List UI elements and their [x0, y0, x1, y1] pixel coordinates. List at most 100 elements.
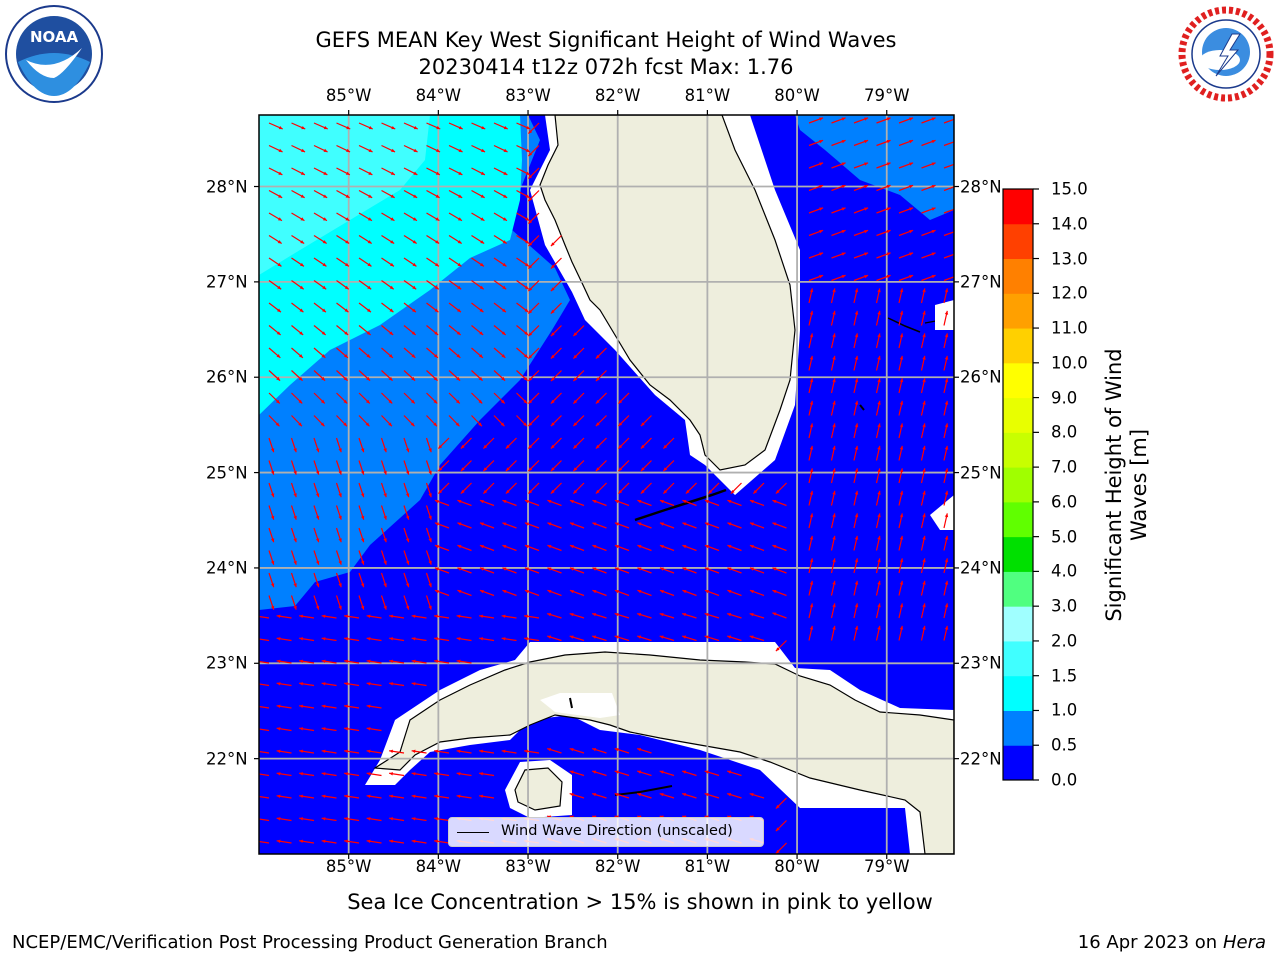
wind-arrow-head [299, 659, 303, 664]
wind-arrow-head [299, 682, 303, 686]
wind-arrow-head [411, 749, 416, 754]
wind-arrow-head [300, 217, 305, 221]
wind-arrow-head [365, 399, 370, 404]
wind-arrow-head [413, 194, 418, 198]
wind-arrow-head [383, 605, 387, 610]
wind-arrow-head [391, 125, 396, 130]
wind-arrow-head [854, 378, 859, 383]
wind-arrow-head [809, 378, 814, 383]
wind-arrow-head [502, 589, 507, 594]
wind-arrow-head [809, 580, 814, 585]
lon-label: 82°W [594, 86, 641, 105]
colorbar-segment [1003, 432, 1033, 468]
wind-arrow-head [832, 378, 836, 383]
wind-arrow-head [886, 274, 891, 279]
wind-arrow-head [809, 625, 814, 630]
wind-arrow-head [366, 839, 371, 844]
wind-arrow-head [886, 162, 891, 166]
wind-arrow-head [503, 171, 508, 175]
footer-date: 16 Apr 2023 on Hera [1078, 932, 1266, 953]
wind-arrow-head [503, 148, 508, 152]
lon-label: 80°W [774, 857, 820, 876]
wind-arrow-head [819, 252, 824, 256]
wind-arrow-head [841, 274, 846, 279]
wind-arrow-head [809, 333, 814, 338]
wind-arrow-head [367, 217, 372, 221]
wind-arrow-head [528, 309, 533, 314]
wind-arrow-head [413, 171, 418, 175]
wind-arrow-head [344, 262, 349, 267]
wind-arrow-head [389, 331, 394, 335]
wind-arrow-head [854, 603, 859, 608]
wind-arrow-head [663, 444, 668, 449]
wind-arrow-head [434, 285, 439, 290]
wind-arrow-head [775, 804, 780, 809]
wind-arrow-head [637, 499, 642, 504]
sea-ice-note: Sea Ice Concentration > 15% is shown in … [347, 890, 933, 914]
wind-arrow-head [320, 399, 325, 404]
colorbar-tick-label: 1.5 [1051, 666, 1078, 686]
wind-arrow-head [659, 499, 664, 504]
wind-arrow-head [749, 499, 754, 504]
wind-arrow-head [502, 567, 507, 571]
wind-arrow-head [321, 331, 326, 335]
wind-arrow-head [460, 489, 465, 494]
wind-arrow-head [640, 422, 645, 427]
wind-arrow-head [458, 171, 463, 175]
wind-arrow-head [411, 614, 416, 619]
wind-arrow-head [405, 538, 410, 543]
wind-arrow-head [922, 378, 926, 383]
wind-arrow-head [550, 287, 555, 292]
wind-arrow-head [682, 522, 687, 526]
wind-arrow-head [321, 659, 326, 664]
wind-arrow-head [389, 285, 394, 290]
wind-arrow-head [832, 288, 836, 293]
wind-arrow-head [368, 125, 373, 130]
wind-arrow-head [727, 522, 732, 526]
wind-arrow-head [479, 794, 483, 799]
colorbar-tick-label: 10.0 [1051, 353, 1088, 373]
wind-arrow-head [500, 422, 505, 427]
wind-arrow-head [360, 470, 365, 475]
wind-arrow-head [524, 499, 529, 504]
wind-arrow-head [550, 422, 555, 427]
wind-arrow-head [659, 612, 664, 617]
wind-arrow-head [299, 637, 303, 641]
wind-arrow-head [345, 217, 350, 221]
wind-arrow-head [569, 522, 574, 526]
wind-arrow-head [877, 625, 881, 630]
lat-label: 25°N [960, 463, 1002, 483]
wind-arrow-head [315, 605, 320, 610]
lat-label: 28°N [960, 177, 1002, 197]
wind-arrow-head [550, 444, 555, 449]
wind-arrow-head [254, 772, 258, 775]
wind-arrow-head [614, 747, 619, 752]
wind-arrow-head [547, 522, 552, 526]
wind-arrow-head [637, 635, 642, 639]
wind-arrow-head [528, 287, 533, 292]
wind-arrow-head [390, 217, 395, 221]
wind-arrow-head [704, 792, 709, 797]
wind-arrow-head [704, 499, 709, 504]
wind-arrow-head [659, 567, 664, 571]
wind-arrow-head [682, 499, 687, 504]
wind-arrow-head [547, 612, 552, 617]
wind-arrow-head [502, 499, 507, 504]
wind-arrow-shaft [259, 705, 270, 709]
wind-arrow-head [864, 274, 869, 279]
wind-arrow-head [682, 612, 687, 617]
wind-arrow-head [909, 162, 914, 166]
wind-arrow-head [389, 772, 393, 776]
wind-arrow-head [366, 659, 371, 664]
colorbar-segment [1003, 467, 1033, 503]
wind-arrow-shaft [259, 728, 270, 732]
wind-arrow-head [922, 355, 926, 360]
wind-arrow-head [682, 544, 687, 549]
wind-arrow-head [809, 468, 814, 473]
wind-arrow-head [391, 148, 396, 152]
wind-arrow-head [321, 817, 326, 821]
wind-arrow-head [886, 139, 891, 144]
wind-arrow-head [899, 310, 904, 315]
wind-arrow-head [524, 331, 529, 335]
wind-arrow-head [749, 589, 754, 594]
